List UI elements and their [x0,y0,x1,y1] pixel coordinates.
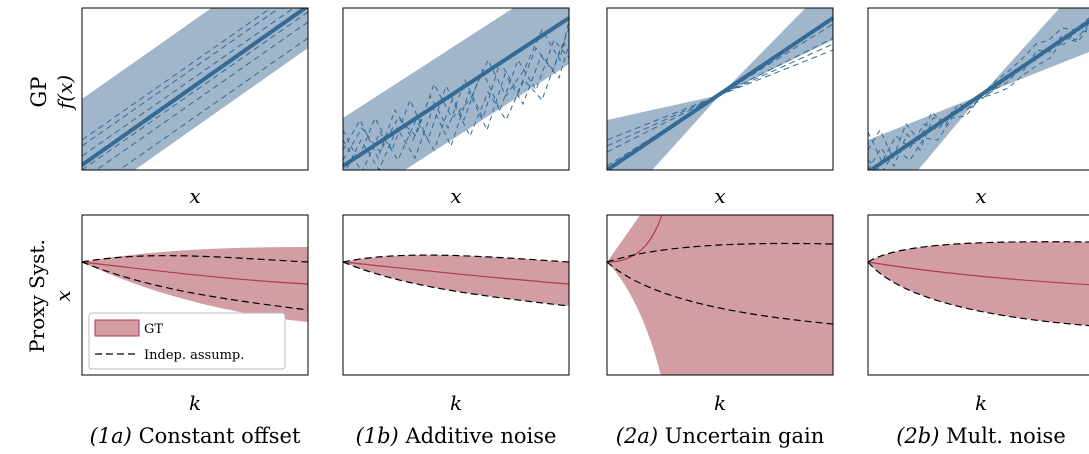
gp-band-1a [82,8,308,170]
caption-text: Mult. noise [946,424,1066,448]
gp-mean-1b [343,16,569,168]
caption-tag: (1a) [89,424,132,448]
proxy-indep-upper-2b [868,241,1089,263]
caption-tag: (2a) [615,424,659,448]
proxy-indep-lower-2b [868,261,1089,327]
proxy-ylabel: x [51,290,75,301]
caption-1b: (1b) Additive noise [336,424,576,448]
caption-text: Additive noise [405,424,557,448]
gp-mean-2a [607,16,833,170]
gp-xlabel-2a: x [714,184,725,208]
gp-xlabel-2b: x [975,184,986,208]
gp-axes-1b [342,7,570,171]
gp-panel-2b [868,8,1089,170]
proxy-indep-lower-2a [607,261,833,325]
gp-xlabel-1b: x [450,184,461,208]
proxy-panel-1b [343,254,569,307]
proxy-indep-lower-1a [82,261,308,311]
gp-axes-1a [81,7,309,171]
proxy-panel-1a [82,247,308,322]
proxy-axes-1b [342,214,570,376]
proxy-gt-band-2a [607,215,833,375]
caption-tag: (1b) [355,424,399,448]
proxy-gt-band-1b [343,255,569,306]
caption-2b: (2b) Mult. noise [861,424,1089,448]
gp-panel-1b [343,8,569,170]
gp-mean-1a [82,8,308,167]
proxy-indep-lower-1b [343,261,569,307]
proxy-xlabel-2b: k [975,391,987,415]
proxy-indep-upper-1a [82,255,308,263]
proxy-xlabel-2a: k [714,391,726,415]
caption-text: Constant offset [138,424,301,448]
proxy-gt-mean-1b [343,261,569,285]
proxy-indep-upper-2a [607,242,833,263]
caption-text: Uncertain gain [664,424,825,448]
caption-1a: (1a) Constant offset [75,424,315,448]
proxy-xlabel-1b: k [450,391,462,415]
proxy-axes-2b [867,214,1089,376]
legend-indep-label: Indep. assump. [144,348,244,363]
proxy-indep-upper-1b [343,254,569,263]
gp-xlabel-1a: x [189,184,200,208]
proxy-xlabel-1a: k [189,391,201,415]
gp-band-2b [868,8,1089,170]
gp-band-2a [607,8,833,170]
proxy-legend: GT Indep. assump. [88,312,286,370]
proxy-panel-2b [868,241,1089,327]
gp-ylabel: f(x) [53,75,77,111]
proxy-panel-2a [607,215,833,375]
proxy-axes-2a [606,214,834,376]
legend-gt-swatch [94,319,140,337]
proxy-gt-mean-2b [868,261,1089,286]
gp-panel-2a [607,8,833,170]
row-label-gp: GP [27,77,51,108]
legend-gt-label: GT [144,322,163,337]
proxy-gt-mean-1a [82,261,308,285]
proxy-gt-band-1a [82,247,308,322]
proxy-gt-band-2b [868,241,1089,326]
gp-panel-1a [82,8,308,170]
gp-axes-2b [867,7,1089,171]
gp-axes-2a [606,7,834,171]
gp-mean-2b [868,18,1089,170]
caption-2a: (2a) Uncertain gain [600,424,840,448]
proxy-axes-1a [81,214,309,376]
caption-tag: (2b) [896,424,940,448]
row-label-proxy: Proxy Syst. [25,239,49,353]
gp-samples-1b [343,19,569,170]
